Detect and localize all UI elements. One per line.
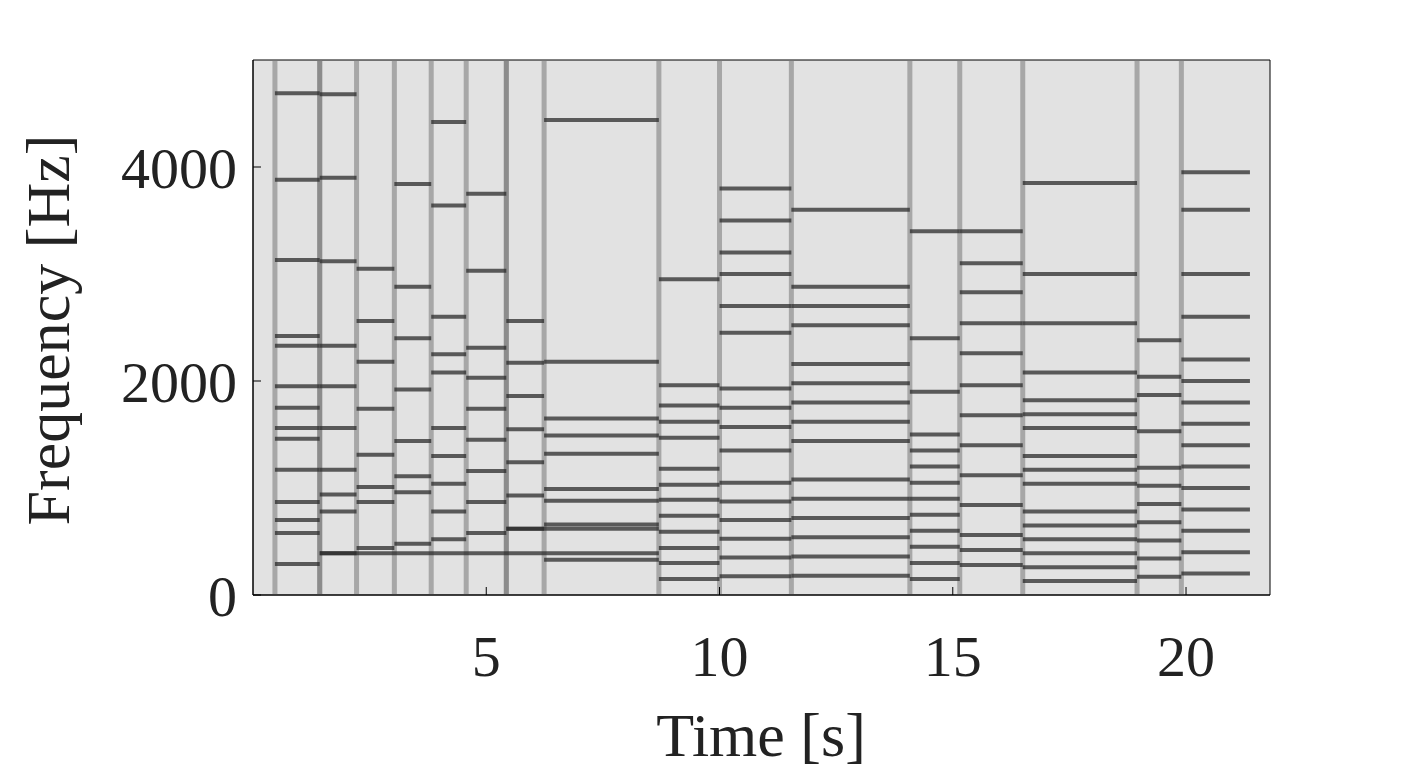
svg-text:5: 5: [472, 624, 501, 689]
svg-text:10: 10: [691, 624, 749, 689]
svg-text:0: 0: [208, 564, 237, 629]
svg-text:4000: 4000: [121, 136, 237, 201]
html-text:Frequency [Hz]: Frequency [Hz]: [14, 134, 82, 526]
svg-text:20: 20: [1157, 624, 1215, 689]
svg-text:15: 15: [924, 624, 982, 689]
svg-text:2000: 2000: [121, 350, 237, 415]
html-text:Time [s]: Time [s]: [656, 701, 866, 769]
